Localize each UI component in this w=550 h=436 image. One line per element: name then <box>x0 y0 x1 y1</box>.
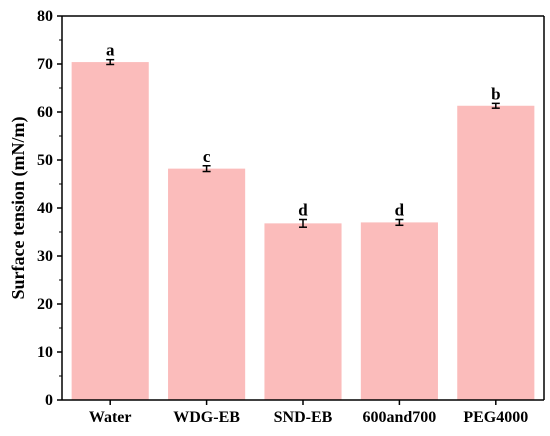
y-tick-label: 80 <box>37 8 53 25</box>
y-tick-label: 70 <box>37 56 53 73</box>
bar <box>360 222 438 400</box>
y-tick-label: 30 <box>37 248 53 265</box>
significance-label: c <box>203 147 211 166</box>
error-bars-group <box>106 58 500 228</box>
y-axis-title: Surface tension (mN/m) <box>8 117 29 300</box>
bar <box>168 168 246 400</box>
y-tick-label: 10 <box>37 344 53 361</box>
significance-label: d <box>298 201 308 220</box>
x-tick-label: 600and700 <box>363 409 437 426</box>
x-tick-label: WDG-EB <box>173 409 240 426</box>
x-labels-group: Water WDG-EB SND-EB 600and700 PEG4000 <box>89 409 528 426</box>
significance-label: b <box>491 84 500 103</box>
significance-label: d <box>395 201 405 220</box>
significance-labels-group: a c d d b <box>106 41 501 220</box>
x-tick-label: PEG4000 <box>463 409 528 426</box>
x-tick-label: SND-EB <box>274 409 333 426</box>
y-tick-label: 20 <box>37 296 53 313</box>
bar <box>457 105 535 400</box>
bars-group <box>71 62 535 401</box>
y-tick-label: 50 <box>37 152 53 169</box>
bar <box>71 62 149 401</box>
y-ticks-group: 0 10 20 30 40 50 60 70 80 <box>37 8 62 409</box>
y-tick-label: 0 <box>45 392 53 409</box>
y-tick-label: 60 <box>37 104 53 121</box>
y-tick-label: 40 <box>37 200 53 217</box>
significance-label: a <box>106 41 115 60</box>
x-tick-label: Water <box>89 409 132 426</box>
bar <box>264 223 342 400</box>
